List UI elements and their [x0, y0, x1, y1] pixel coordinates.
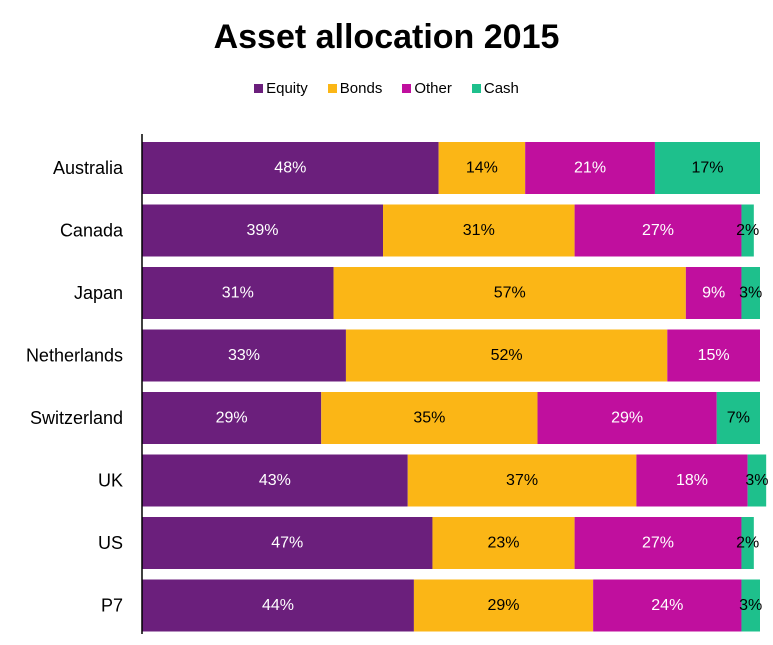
bar-segment-p7-cash: [741, 579, 760, 632]
data-label-canada-other: 27%: [642, 222, 674, 239]
bar-segment-p7-equity: [142, 579, 414, 632]
bar-segment-us-equity: [142, 517, 433, 569]
bar-segment-switzerland-other: [537, 392, 717, 444]
data-label-australia-cash: 17%: [691, 160, 723, 177]
data-label-uk-equity: 43%: [259, 472, 291, 489]
data-label-japan-bonds: 57%: [494, 285, 526, 302]
bar-segment-uk-other: [636, 454, 748, 507]
legend-label-equity: Equity: [266, 80, 308, 97]
bar-segment-netherlands-equity: [142, 329, 346, 382]
data-label-canada-cash: 2%: [736, 222, 759, 239]
data-label-netherlands-equity: 33%: [228, 347, 260, 364]
data-label-p7-other: 24%: [651, 597, 683, 614]
legend-swatch-other: [402, 84, 412, 93]
bar-segment-australia-bonds: [438, 142, 526, 194]
data-label-canada-equity: 39%: [246, 222, 278, 239]
data-label-australia-equity: 48%: [274, 160, 306, 177]
category-label-netherlands: Netherlands: [26, 346, 123, 366]
category-label-p7: P7: [101, 596, 123, 616]
chart-legend: Equity Bonds Other Cash: [0, 80, 773, 97]
bar-row-canada: Canada 39% 31% 27% 2%: [60, 204, 759, 257]
data-label-australia-other: 21%: [574, 160, 606, 177]
category-label-canada: Canada: [60, 221, 124, 241]
bar-segment-canada-bonds: [383, 204, 575, 257]
data-label-us-cash: 2%: [736, 535, 759, 552]
bar-row-australia: Australia 48% 14% 21% 17%: [53, 142, 760, 194]
data-label-switzerland-bonds: 35%: [413, 410, 445, 427]
data-label-us-equity: 47%: [271, 535, 303, 552]
bar-row-us: US 47% 23% 27% 2%: [98, 517, 759, 569]
bar-segment-netherlands-bonds: [345, 329, 668, 382]
legend-item-equity: Equity: [254, 80, 308, 97]
data-label-switzerland-equity: 29%: [216, 410, 248, 427]
category-label-us: US: [98, 533, 123, 553]
bar-segment-canada-equity: [142, 204, 384, 257]
data-label-japan-equity: 31%: [222, 285, 254, 302]
bar-row-japan: Japan 31% 57% 9% 3%: [74, 267, 762, 319]
bar-segment-japan-equity: [142, 267, 334, 319]
data-label-japan-other: 9%: [702, 285, 725, 302]
bar-segment-netherlands-other: [667, 329, 760, 382]
data-label-us-other: 27%: [642, 535, 674, 552]
legend-item-other: Other: [402, 80, 452, 97]
bar-segment-switzerland-equity: [142, 392, 322, 444]
bar-segment-uk-equity: [142, 454, 408, 507]
bar-segment-australia-cash: [654, 142, 760, 194]
legend-item-bonds: Bonds: [327, 80, 383, 97]
data-label-p7-equity: 44%: [262, 597, 294, 614]
data-label-canada-bonds: 31%: [463, 222, 495, 239]
legend-label-other: Other: [414, 80, 452, 97]
data-label-uk-cash: 3%: [745, 472, 768, 489]
data-label-p7-cash: 3%: [739, 597, 762, 614]
data-label-switzerland-cash: 7%: [727, 410, 750, 427]
bar-row-uk: UK 43% 37% 18% 3%: [98, 454, 768, 507]
bar-row-p7: P7 44% 29% 24% 3%: [101, 579, 762, 632]
category-label-australia: Australia: [53, 158, 124, 178]
bar-segment-canada-other: [574, 204, 742, 257]
bar-segment-uk-bonds: [407, 454, 637, 507]
bar-segment-canada-cash: [741, 204, 754, 257]
legend-swatch-bonds: [327, 84, 337, 93]
data-label-netherlands-other: 15%: [698, 347, 730, 364]
bar-segment-uk-cash: [747, 454, 767, 507]
bar-segment-p7-bonds: [413, 579, 594, 632]
data-label-japan-cash: 3%: [739, 285, 762, 302]
data-label-p7-bonds: 29%: [488, 597, 520, 614]
bar-segment-switzerland-cash: [716, 392, 760, 444]
data-label-australia-bonds: 14%: [466, 160, 498, 177]
data-label-uk-bonds: 37%: [506, 472, 538, 489]
chart-title: Asset allocation 2015: [213, 18, 560, 56]
bar-segment-switzerland-bonds: [321, 392, 538, 444]
category-label-switzerland: Switzerland: [30, 408, 123, 428]
bar-segment-australia-equity: [142, 142, 439, 194]
legend-item-cash: Cash: [471, 80, 519, 97]
bar-segment-p7-other: [593, 579, 742, 632]
bar-segment-us-cash: [741, 517, 754, 569]
category-label-uk: UK: [98, 471, 123, 491]
legend-label-cash: Cash: [483, 80, 519, 97]
bar-segment-us-other: [574, 517, 742, 569]
bar-row-switzerland: Switzerland 29% 35% 29% 7%: [30, 392, 760, 444]
legend-swatch-cash: [471, 84, 481, 93]
data-label-uk-other: 18%: [676, 472, 708, 489]
legend-label-bonds: Bonds: [339, 80, 383, 97]
data-label-us-bonds: 23%: [488, 535, 520, 552]
data-label-netherlands-bonds: 52%: [491, 347, 523, 364]
category-label-japan: Japan: [74, 283, 123, 303]
legend-swatch-equity: [254, 84, 264, 93]
bar-segment-japan-bonds: [333, 267, 686, 319]
bar-segment-japan-other: [685, 267, 742, 319]
bar-row-netherlands: Netherlands 33% 52% 15%: [26, 329, 760, 382]
bar-segment-australia-other: [525, 142, 655, 194]
bar-segment-japan-cash: [741, 267, 760, 319]
bar-segment-us-bonds: [432, 517, 575, 569]
data-label-switzerland-other: 29%: [611, 410, 643, 427]
